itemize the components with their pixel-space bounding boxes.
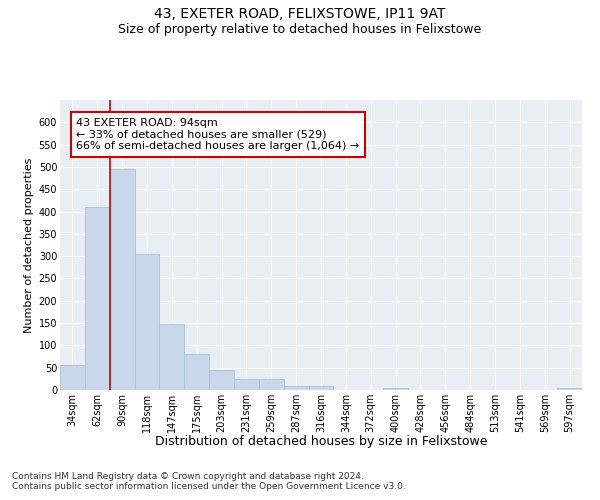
Bar [234,379,259,390]
Bar [209,370,234,390]
Bar [160,324,184,390]
Bar [60,366,85,390]
Text: 43, EXETER ROAD, FELIXSTOWE, IP11 9AT: 43, EXETER ROAD, FELIXSTOWE, IP11 9AT [154,8,446,22]
Text: Size of property relative to detached houses in Felixstowe: Size of property relative to detached ho… [118,22,482,36]
Text: Contains public sector information licensed under the Open Government Licence v3: Contains public sector information licen… [12,482,406,491]
Bar [557,388,582,390]
Text: Contains HM Land Registry data © Crown copyright and database right 2024.: Contains HM Land Registry data © Crown c… [12,472,364,481]
Bar [284,386,308,390]
Y-axis label: Number of detached properties: Number of detached properties [25,158,34,332]
Text: 43 EXETER ROAD: 94sqm
← 33% of detached houses are smaller (529)
66% of semi-det: 43 EXETER ROAD: 94sqm ← 33% of detached … [76,118,359,151]
Text: Distribution of detached houses by size in Felixstowe: Distribution of detached houses by size … [155,435,487,448]
Bar [383,388,408,390]
Bar [85,207,110,390]
Bar [308,386,334,390]
Bar [184,354,209,390]
Bar [110,169,134,390]
Bar [259,379,284,390]
Bar [134,254,160,390]
